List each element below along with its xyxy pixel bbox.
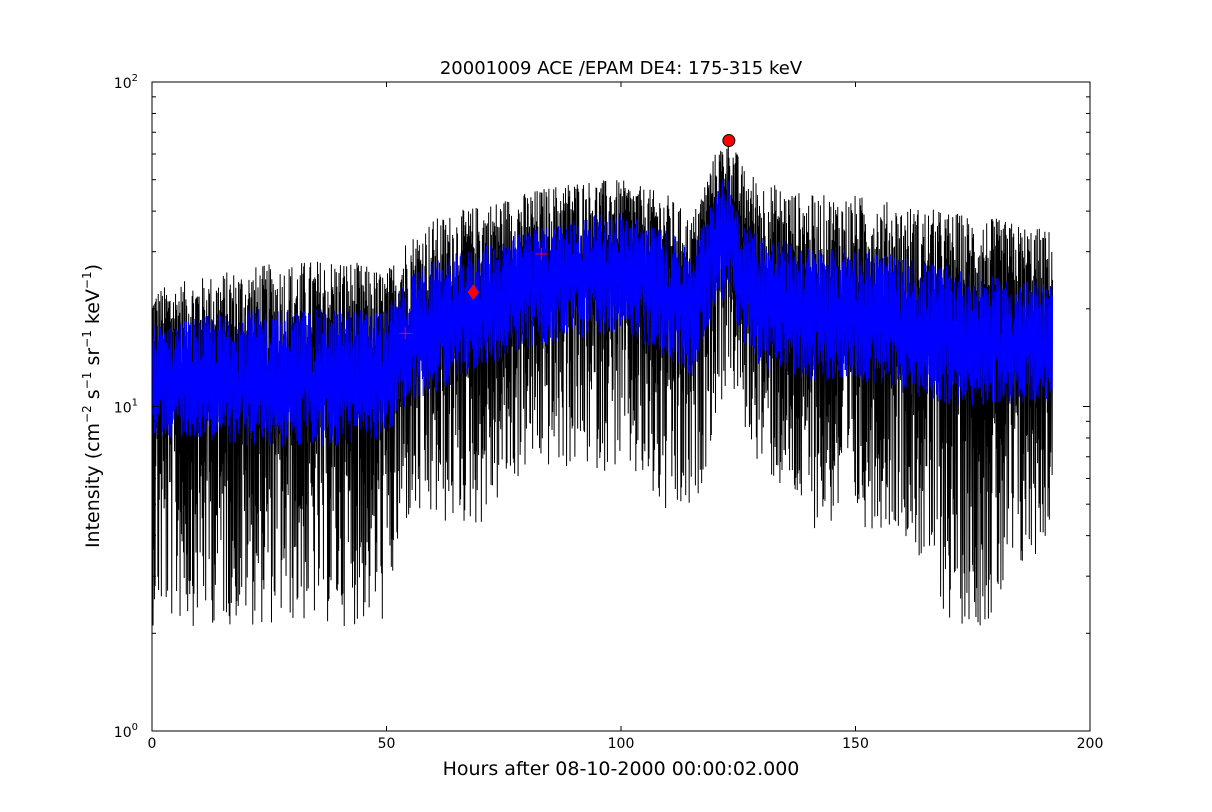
x-axis-title: Hours after 08-10-2000 00:00:02.000 [443,758,800,780]
y-axis-title: Intensity (cm−2 s−1 sr−1 keV−1) [80,264,104,548]
event-markers [399,134,736,340]
y-tick-label: 101 [114,398,138,417]
x-axis: 0 50 100 150 200 [148,82,1104,752]
y-axis-title-sr: sr [82,348,104,372]
y-axis: 100 101 102 [114,73,1090,741]
x-tick-label: 100 [608,736,635,752]
y-tick-label: 100 [114,722,138,741]
y-axis-title-suffix: ) [82,264,104,271]
y-tick-label: 102 [114,73,138,92]
series-line [151,179,1053,447]
x-tick-label: 200 [1077,736,1104,752]
plus-marker [535,248,548,261]
y-axis-title-prefix: Intensity (cm [82,423,104,548]
series-2 [151,179,1053,447]
x-tick-label: 50 [378,736,396,752]
x-tick-label: 150 [842,736,869,752]
x-tick-label: 0 [148,736,157,752]
y-axis-title-exp3: −1 [80,330,94,348]
diamond-marker [467,284,479,301]
y-axis-title-s: s [82,389,104,405]
y-axis-title-kev: keV [82,289,104,330]
plot-area [151,137,1053,626]
chart-title: 20001009 ACE /EPAM DE4: 175-315 keV [440,58,803,79]
plus-marker [399,327,412,340]
y-axis-title-exp4: −1 [80,271,94,289]
y-axis-title-exp2: −1 [80,372,94,390]
y-axis-title-exp1: −2 [80,405,94,423]
circle-marker [722,134,736,148]
